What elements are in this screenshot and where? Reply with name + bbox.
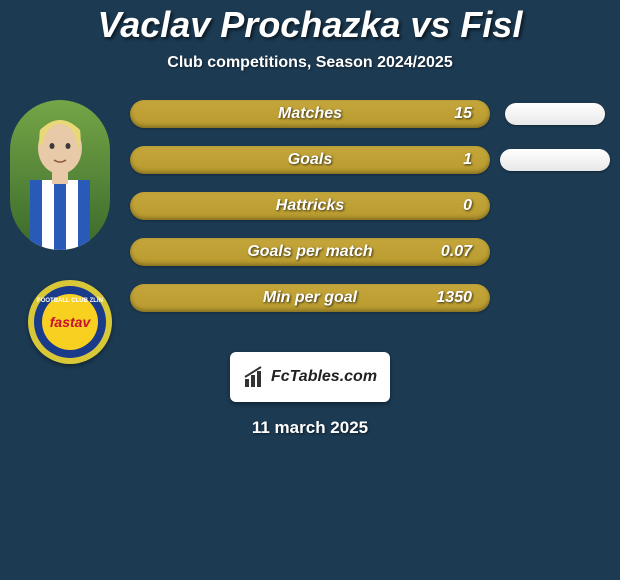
page-subtitle: Club competitions, Season 2024/2025 [0, 54, 620, 72]
stat-value: 0 [463, 197, 472, 215]
footer-badge: FcTables.com [230, 352, 390, 402]
stat-value: 15 [454, 105, 472, 123]
stat-label: Goals [288, 151, 332, 169]
date-label: 11 march 2025 [0, 418, 620, 438]
stat-bar: Min per goal 1350 [130, 284, 490, 312]
player-avatar [10, 100, 110, 250]
stat-value: 1350 [436, 289, 472, 307]
stat-label: Goals per match [247, 243, 372, 261]
team-badge: fastav FOOTBALL CLUB ZLÍN [28, 280, 112, 364]
stat-value: 1 [463, 151, 472, 169]
stat-value: 0.07 [441, 243, 472, 261]
stat-label: Matches [278, 105, 342, 123]
stat-bar: Matches 15 [130, 100, 490, 128]
svg-text:fastav: fastav [50, 314, 92, 330]
stat-bar: Goals 1 [130, 146, 490, 174]
stat-label: Min per goal [263, 289, 357, 307]
footer-text: FcTables.com [271, 368, 377, 386]
stats-area: fastav FOOTBALL CLUB ZLÍN Matches15Goals… [0, 100, 620, 312]
svg-text:FOOTBALL CLUB ZLÍN: FOOTBALL CLUB ZLÍN [37, 296, 103, 304]
stat-label: Hattricks [276, 197, 344, 215]
page-title: Vaclav Prochazka vs Fisl [0, 4, 620, 46]
opponent-pill [505, 103, 605, 125]
stat-bar: Goals per match 0.07 [130, 238, 490, 266]
stat-bar: Hattricks 0 [130, 192, 490, 220]
stat-row: Goals per match 0.07 [0, 238, 620, 266]
opponent-pill [500, 149, 610, 171]
